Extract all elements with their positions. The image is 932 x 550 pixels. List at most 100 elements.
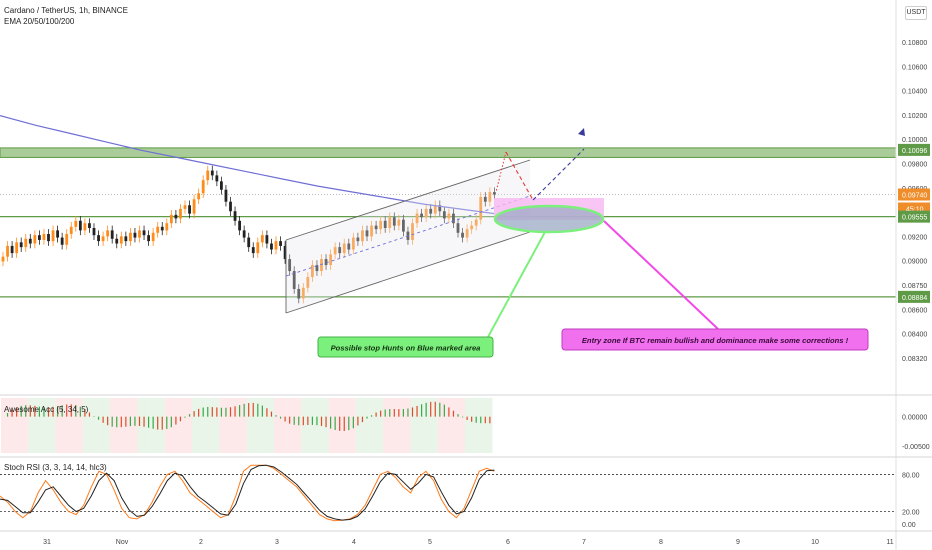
price-tick-label: 0.10400 xyxy=(902,89,927,96)
candle-body xyxy=(47,233,50,242)
candle-body xyxy=(470,225,474,230)
candle-body xyxy=(133,232,137,238)
channel-upper-line[interactable] xyxy=(285,159,531,241)
ao-background-band xyxy=(219,398,234,453)
candle-body xyxy=(60,237,64,245)
candle-body xyxy=(88,223,91,228)
ao-background-band xyxy=(424,398,438,453)
candle-body xyxy=(147,235,150,242)
candle-body xyxy=(256,242,260,254)
candle-body xyxy=(456,223,460,233)
candle-body xyxy=(279,241,282,246)
candle-body xyxy=(192,199,196,214)
candle-body xyxy=(438,205,442,212)
scale-currency-button[interactable]: USDT xyxy=(905,6,927,20)
candle-body xyxy=(402,219,405,232)
candle-body xyxy=(10,245,14,254)
candle-body xyxy=(338,247,342,254)
resistance-zone[interactable] xyxy=(0,147,897,158)
candle-body xyxy=(370,225,373,237)
stop-hunt-note-text: Possible stop Hunts on Blue marked area xyxy=(331,344,481,353)
mid-support-price-label-bg xyxy=(898,210,930,223)
stop-hunt-ellipse[interactable] xyxy=(493,204,605,234)
time-tick-label: 10 xyxy=(811,539,819,546)
stop-hunt-connector xyxy=(487,231,546,338)
candle-body xyxy=(74,220,78,227)
candle-body xyxy=(356,237,360,242)
candle-body xyxy=(488,192,492,202)
candle-body xyxy=(201,180,205,194)
ao-background-band xyxy=(410,398,425,453)
candle-body xyxy=(251,247,255,254)
ema-200-line xyxy=(0,115,495,215)
candle-body xyxy=(206,170,210,181)
candle-body xyxy=(69,226,73,234)
ao-background-band xyxy=(274,398,288,453)
time-tick-label: 11 xyxy=(886,539,893,546)
ao-background-band xyxy=(355,398,370,453)
candle-body xyxy=(361,230,364,242)
last-price-label-bg xyxy=(898,188,930,201)
candle-body xyxy=(374,225,378,230)
candle-body xyxy=(179,208,182,219)
low-support-price-label-bg xyxy=(898,290,930,303)
ao-background-band xyxy=(260,398,274,453)
candle-body xyxy=(15,242,19,254)
awesome-acc-pane[interactable]: 0.00000 -0.00500 xyxy=(1,398,930,453)
last-price-label: 0.09740 xyxy=(902,193,927,200)
candle-body xyxy=(24,238,28,248)
ao-background-band xyxy=(41,398,56,453)
time-tick-label: 5 xyxy=(428,539,432,546)
candle-body xyxy=(138,230,141,238)
candle-body xyxy=(424,208,428,218)
candle-body xyxy=(397,219,401,226)
candle-body xyxy=(6,245,9,257)
ao-background-band xyxy=(69,398,83,453)
candle-body xyxy=(197,193,201,200)
candle-body xyxy=(461,232,464,238)
candle-body xyxy=(110,230,114,239)
candle-body xyxy=(347,243,351,250)
candle-body xyxy=(452,213,455,224)
ao-background-band xyxy=(28,398,42,453)
candle-body xyxy=(215,175,219,182)
candle-body xyxy=(1,256,5,262)
candle-body xyxy=(442,211,446,219)
candle-body xyxy=(270,243,273,250)
price-tick-label: 0.09200 xyxy=(902,234,927,241)
entry-zone-note-box[interactable] xyxy=(561,328,869,351)
candle-body xyxy=(292,271,296,289)
candle-body xyxy=(433,205,437,214)
resistance-price-label: 0.10096 xyxy=(902,148,927,155)
candle-body xyxy=(483,196,487,202)
price-tick-label: 0.09800 xyxy=(902,162,927,169)
candle-body xyxy=(160,226,164,231)
candle-body xyxy=(165,223,169,231)
stoch-tick-label: 20.00 xyxy=(902,509,920,516)
price-pane[interactable]: Possible stop Hunts on Blue marked area E… xyxy=(0,115,897,358)
stoch-d-line xyxy=(0,464,495,521)
candle-body xyxy=(342,243,346,254)
candle-body xyxy=(265,235,269,244)
ao-background-band xyxy=(1,398,15,453)
stop-hunt-note-box[interactable] xyxy=(317,336,494,358)
ao-background-band xyxy=(178,398,193,453)
stoch-rsi-pane[interactable]: 80.00 20.00 0.00 xyxy=(0,464,920,529)
ao-tick-label: -0.00500 xyxy=(902,444,930,451)
candle-body xyxy=(411,223,414,240)
candle-body xyxy=(56,230,59,238)
time-tick-label: 8 xyxy=(659,539,663,546)
candle-body xyxy=(333,247,337,255)
candle-body xyxy=(210,170,214,176)
time-axis[interactable]: 31 Nov 2 3 4 5 6 7 8 9 10 11 xyxy=(43,539,894,546)
candle-body xyxy=(242,230,246,238)
candle-body xyxy=(315,265,319,272)
time-tick-label: 4 xyxy=(352,539,356,546)
price-tick-label: 0.10200 xyxy=(902,113,927,120)
candle-body xyxy=(474,219,478,226)
entry-zone-connector xyxy=(603,220,719,330)
channel-lower-line[interactable] xyxy=(285,231,531,314)
stoch-tick-label: 0.00 xyxy=(902,522,916,529)
